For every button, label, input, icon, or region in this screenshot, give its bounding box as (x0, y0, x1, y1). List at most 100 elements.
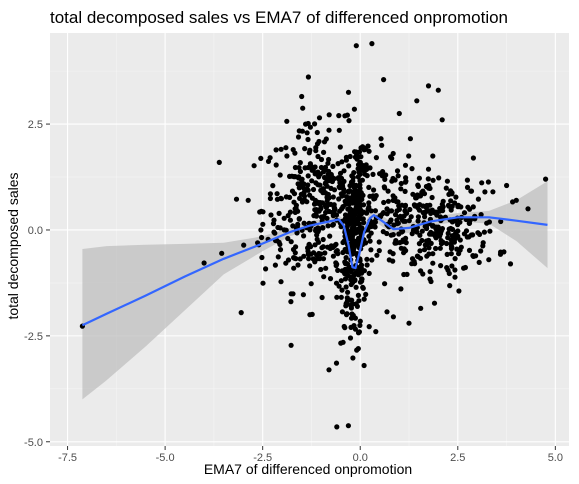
data-point (350, 355, 356, 361)
data-point (342, 276, 349, 282)
data-point (361, 296, 367, 302)
data-point (299, 93, 305, 100)
data-point (307, 147, 313, 153)
data-point (344, 271, 350, 277)
data-point (479, 180, 485, 186)
data-point (278, 279, 284, 285)
data-point (339, 309, 345, 315)
data-point (364, 210, 370, 216)
data-point (347, 335, 354, 341)
data-point (421, 247, 428, 253)
data-point (358, 154, 364, 160)
data-point (476, 259, 482, 265)
data-point (334, 261, 340, 267)
data-point (402, 162, 409, 168)
data-point (359, 177, 365, 183)
data-point (396, 110, 402, 117)
data-point (299, 199, 305, 205)
data-point (446, 203, 452, 209)
data-point (470, 155, 476, 161)
data-point (320, 256, 327, 262)
data-point (406, 320, 412, 326)
data-point (325, 160, 331, 166)
data-point (322, 164, 329, 170)
data-point (411, 202, 417, 208)
data-point (274, 196, 280, 202)
data-point (292, 164, 298, 171)
data-point (278, 146, 284, 152)
data-point (504, 182, 510, 189)
data-point (272, 262, 278, 268)
data-point (385, 198, 391, 204)
data-point (343, 303, 349, 309)
data-point (290, 223, 296, 229)
data-point (457, 237, 463, 243)
data-point (456, 251, 462, 257)
data-point (353, 43, 359, 49)
data-point (336, 127, 342, 133)
data-point (323, 136, 329, 142)
data-point (425, 83, 432, 89)
data-point (267, 155, 273, 161)
data-point (270, 183, 276, 189)
data-point (386, 257, 392, 263)
data-point (438, 238, 444, 244)
data-point (400, 228, 406, 234)
data-point (366, 324, 372, 330)
data-point (366, 204, 372, 210)
data-point (401, 213, 407, 219)
data-point (449, 263, 455, 269)
data-point (366, 184, 372, 190)
data-point (383, 172, 389, 178)
data-point (260, 280, 266, 286)
data-point (305, 74, 311, 80)
data-point (344, 112, 350, 118)
data-point (307, 161, 313, 167)
data-point (346, 163, 352, 169)
data-point (364, 256, 370, 262)
data-point (482, 189, 488, 195)
data-point (439, 226, 445, 232)
data-point (305, 251, 311, 257)
data-point (470, 204, 476, 210)
data-point (325, 178, 331, 184)
y-tick-label: 0.0 (28, 225, 43, 237)
data-point (370, 171, 376, 177)
data-point (324, 194, 330, 200)
data-point (349, 173, 355, 179)
data-point (422, 214, 428, 220)
data-point (338, 294, 344, 300)
data-point (297, 168, 303, 175)
data-point (417, 248, 423, 254)
data-point (343, 284, 349, 290)
data-point (414, 229, 420, 235)
data-point (326, 127, 332, 133)
data-point (277, 247, 284, 253)
data-point (368, 230, 374, 236)
data-point (310, 167, 316, 173)
data-point (301, 233, 307, 239)
data-point (452, 256, 458, 262)
data-point (314, 141, 321, 147)
data-point (372, 208, 378, 214)
data-point (271, 217, 277, 223)
data-point (357, 201, 364, 207)
data-point (417, 202, 423, 208)
data-point (315, 153, 321, 160)
data-point (430, 260, 436, 266)
data-point (360, 216, 366, 222)
x-tick-label: -7.5 (58, 452, 77, 464)
data-point (330, 221, 336, 228)
data-point (408, 214, 414, 220)
data-point (406, 153, 412, 159)
data-point (388, 217, 394, 223)
data-point (382, 281, 388, 287)
data-point (395, 173, 401, 179)
data-point (394, 208, 400, 214)
data-point (312, 121, 318, 127)
data-point (318, 156, 325, 163)
data-point (525, 206, 531, 212)
data-point (316, 239, 322, 245)
data-point (347, 212, 353, 218)
data-point (263, 266, 269, 272)
